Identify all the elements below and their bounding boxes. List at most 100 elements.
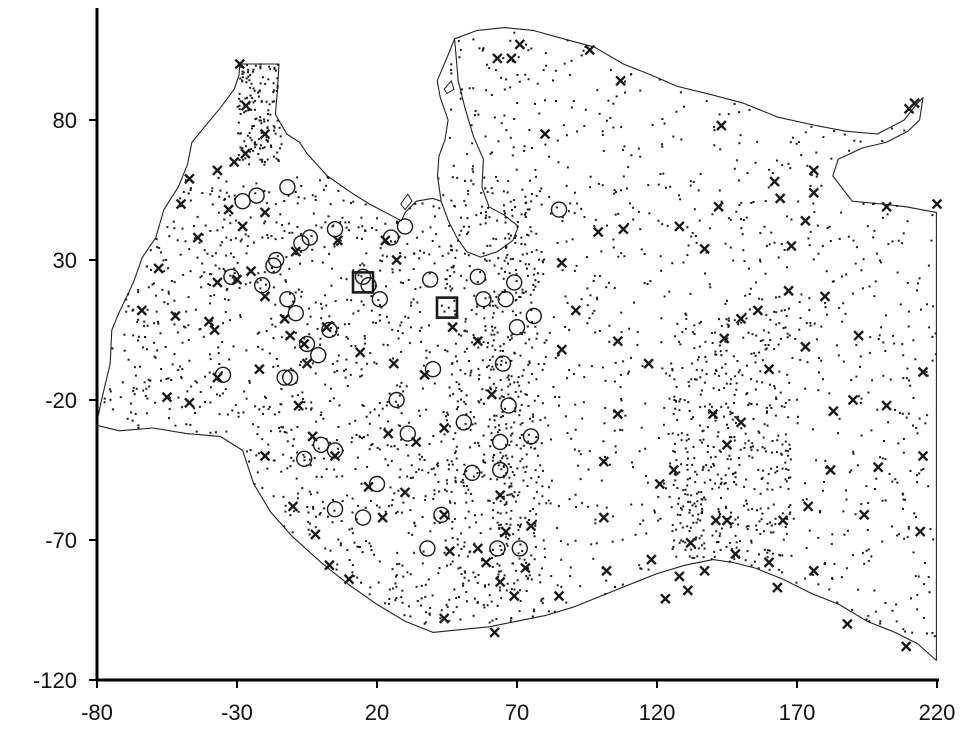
- data-dot: [660, 317, 663, 320]
- data-dot: [510, 359, 513, 362]
- data-dot: [460, 274, 462, 277]
- data-dot: [459, 618, 462, 621]
- data-dot: [477, 337, 480, 340]
- data-dot: [786, 373, 789, 376]
- data-dot: [763, 423, 766, 426]
- data-dot: [735, 159, 738, 162]
- data-dot: [484, 585, 486, 588]
- data-dot: [899, 411, 901, 414]
- data-dot: [518, 384, 521, 387]
- data-dot: [417, 468, 420, 471]
- data-dot: [528, 129, 531, 131]
- data-dot: [668, 495, 671, 498]
- data-dot: [906, 367, 909, 370]
- data-dot: [500, 267, 503, 270]
- data-dot: [225, 236, 228, 239]
- data-dot: [321, 500, 324, 503]
- data-dot: [566, 377, 569, 380]
- data-dot: [516, 221, 519, 223]
- data-dot: [501, 410, 504, 413]
- data-dot: [542, 597, 545, 600]
- data-dot: [161, 288, 164, 291]
- data-dot: [619, 373, 622, 376]
- data-dot: [522, 369, 525, 372]
- data-dot: [489, 386, 492, 389]
- data-dot: [557, 353, 560, 356]
- data-dot: [574, 539, 577, 542]
- data-dot: [127, 305, 130, 308]
- data-dot: [775, 398, 778, 400]
- data-dot: [514, 314, 517, 317]
- data-dot: [731, 522, 734, 525]
- data-dot: [472, 334, 475, 337]
- data-dot: [835, 344, 838, 347]
- data-dot: [728, 436, 731, 439]
- data-dot: [365, 415, 368, 418]
- data-dot: [817, 252, 820, 255]
- data-dot: [281, 224, 283, 226]
- data-dot: [535, 481, 538, 484]
- data-dot: [200, 275, 203, 278]
- data-dot: [495, 175, 497, 178]
- data-dot: [224, 388, 227, 391]
- data-dot: [512, 495, 515, 498]
- data-dot: [569, 575, 572, 578]
- circle-marker: [469, 268, 486, 285]
- data-dot: [137, 339, 139, 342]
- data-dot: [724, 242, 727, 245]
- data-dot: [895, 620, 898, 623]
- data-dot: [535, 436, 538, 438]
- data-dot: [804, 387, 807, 390]
- data-dot: [718, 449, 721, 452]
- data-dot: [627, 372, 630, 375]
- data-dot: [641, 365, 644, 367]
- x-tick-label: 220: [919, 700, 956, 725]
- data-dot: [617, 212, 620, 215]
- data-dot: [359, 375, 362, 378]
- data-dot: [163, 270, 166, 273]
- data-dot: [580, 207, 583, 210]
- data-dot: [406, 571, 409, 574]
- data-dot: [552, 316, 555, 319]
- data-dot: [696, 500, 699, 503]
- data-dot: [587, 468, 590, 471]
- data-dot: [457, 39, 460, 42]
- data-dot: [663, 406, 666, 409]
- data-dot: [602, 149, 605, 152]
- data-dot: [533, 535, 536, 538]
- data-dot: [909, 470, 912, 472]
- data-dot: [288, 267, 291, 270]
- data-dot: [622, 175, 625, 178]
- data-dot: [784, 449, 787, 452]
- data-dot: [488, 594, 491, 597]
- data-dot: [497, 257, 500, 260]
- data-dot: [619, 428, 622, 431]
- data-dot: [464, 204, 467, 207]
- data-dot: [580, 298, 583, 301]
- data-dot: [477, 346, 480, 349]
- data-dot: [323, 246, 326, 249]
- data-dot: [259, 116, 262, 118]
- data-dot: [628, 370, 631, 373]
- data-dot: [360, 581, 362, 584]
- data-dot: [519, 460, 522, 463]
- data-dot: [464, 403, 467, 406]
- data-dot: [759, 492, 762, 495]
- data-dot: [154, 401, 157, 404]
- data-dot: [103, 397, 106, 400]
- data-dot: [812, 574, 814, 576]
- data-dot: [259, 65, 262, 68]
- data-dot: [541, 259, 544, 262]
- data-dot: [761, 339, 764, 342]
- data-dot: [450, 490, 453, 493]
- y-tick-label: -20: [45, 388, 77, 413]
- data-dot: [477, 367, 480, 370]
- data-dot: [760, 518, 763, 521]
- data-dot: [711, 487, 714, 490]
- data-dot: [842, 360, 845, 363]
- data-dot: [247, 75, 250, 78]
- data-dot: [496, 478, 499, 481]
- data-dot: [273, 89, 275, 92]
- data-dot: [162, 259, 165, 262]
- data-dot: [896, 204, 899, 207]
